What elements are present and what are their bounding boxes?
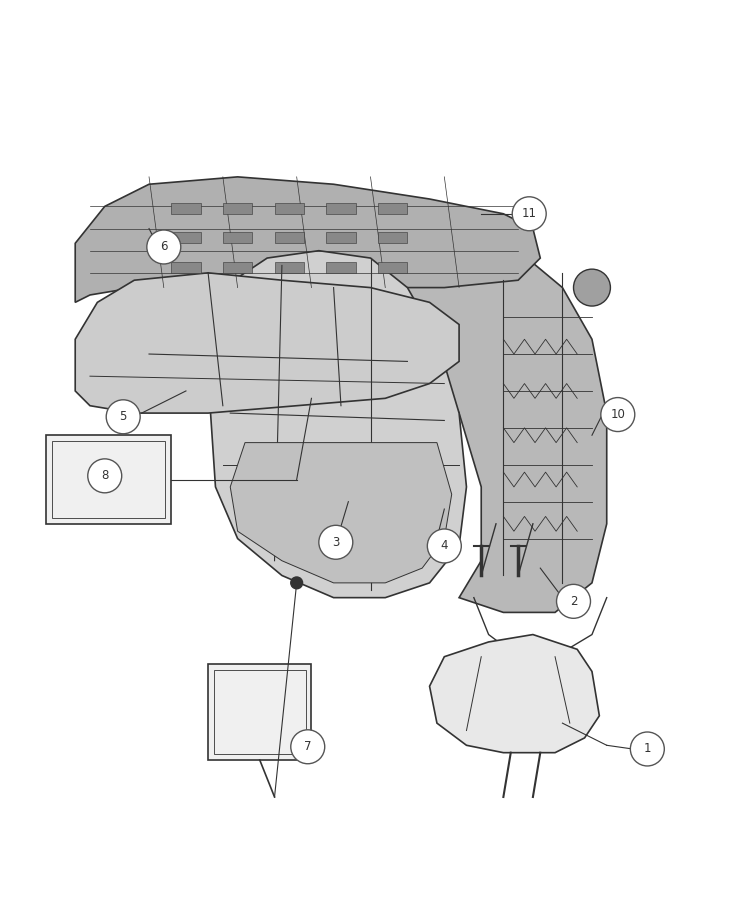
Text: 8: 8 xyxy=(101,469,108,482)
Circle shape xyxy=(574,269,611,306)
Text: 3: 3 xyxy=(332,536,339,549)
Bar xyxy=(52,441,165,518)
Bar xyxy=(214,670,305,754)
Circle shape xyxy=(147,230,181,264)
Text: 5: 5 xyxy=(119,410,127,423)
Text: 4: 4 xyxy=(441,539,448,553)
Bar xyxy=(46,436,171,524)
Text: 2: 2 xyxy=(570,595,577,608)
Text: 7: 7 xyxy=(304,741,311,753)
Circle shape xyxy=(87,459,122,493)
Circle shape xyxy=(428,529,462,562)
Circle shape xyxy=(512,197,546,230)
Bar xyxy=(326,262,356,273)
Bar xyxy=(171,232,201,243)
Bar xyxy=(274,232,304,243)
Bar xyxy=(171,262,201,273)
Polygon shape xyxy=(230,443,452,583)
Bar xyxy=(378,232,408,243)
Bar xyxy=(223,202,253,214)
Circle shape xyxy=(290,577,302,589)
Bar xyxy=(274,202,304,214)
Bar xyxy=(208,664,311,760)
Polygon shape xyxy=(430,634,599,752)
Circle shape xyxy=(290,730,325,764)
Polygon shape xyxy=(75,177,540,302)
Bar xyxy=(223,262,253,273)
Bar xyxy=(326,202,356,214)
Text: 6: 6 xyxy=(160,240,167,254)
Polygon shape xyxy=(208,251,467,598)
Circle shape xyxy=(319,526,353,559)
Bar xyxy=(171,202,201,214)
Bar xyxy=(378,262,408,273)
Text: 11: 11 xyxy=(522,207,536,220)
Bar xyxy=(274,262,304,273)
Text: 1: 1 xyxy=(644,742,651,755)
Polygon shape xyxy=(75,273,459,413)
Polygon shape xyxy=(400,243,607,612)
Circle shape xyxy=(106,400,140,434)
Circle shape xyxy=(631,732,665,766)
Text: 10: 10 xyxy=(611,408,625,421)
Bar xyxy=(326,232,356,243)
Circle shape xyxy=(556,584,591,618)
Circle shape xyxy=(601,398,635,431)
Bar xyxy=(378,202,408,214)
Bar xyxy=(223,232,253,243)
